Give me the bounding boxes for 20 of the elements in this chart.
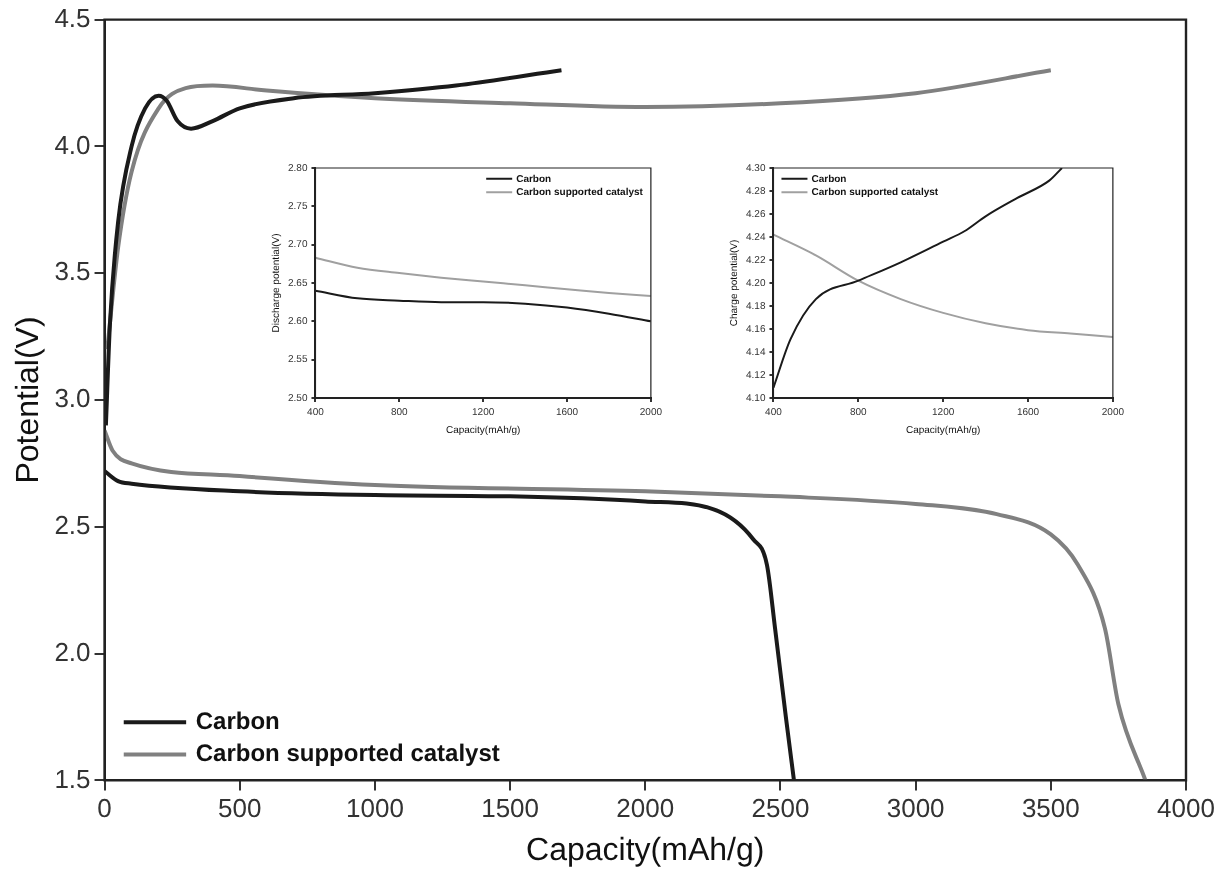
y-tick-label: 4.5 — [54, 2, 91, 33]
x-tick-label: 3500 — [1021, 793, 1080, 824]
y-tick-label: 3.5 — [54, 256, 91, 287]
y-tick-label: 2.5 — [54, 509, 91, 540]
legend-label: Carbon supported catalyst — [195, 739, 500, 768]
y-axis-title: Potential(V) — [12, 316, 47, 484]
y-tick-label: 2.0 — [54, 636, 91, 667]
x-tick-label: 0 — [97, 793, 112, 824]
x-tick-label: 4000 — [1157, 793, 1215, 824]
y-tick-label: 1.5 — [54, 763, 91, 794]
x-tick-label: 2000 — [616, 793, 675, 824]
x-tick-label: 1500 — [481, 793, 540, 824]
x-tick-label: 500 — [218, 793, 262, 824]
legend-label: Carbon — [195, 706, 280, 735]
x-axis-title: Capacity(mAh/g) — [526, 833, 765, 868]
x-tick-label: 2500 — [751, 793, 810, 824]
y-tick-label: 3.0 — [54, 383, 91, 414]
x-tick-label: 1000 — [345, 793, 404, 824]
y-tick-label: 4.0 — [54, 129, 91, 160]
x-tick-label: 3000 — [886, 793, 945, 824]
